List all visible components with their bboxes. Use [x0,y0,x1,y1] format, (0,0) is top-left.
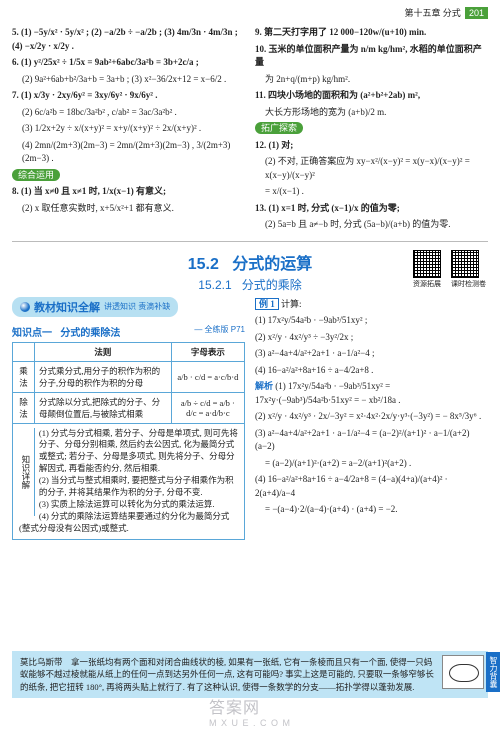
table-row: 乘法 分式乘分式,用分子的积作为积的分子,分母的积作为积的分母 a/b · c/… [13,361,245,392]
problem-12-3: = x/(x−1) . [265,185,488,199]
side-tab: 智力背囊 [486,652,500,692]
th-rule: 法则 [35,342,172,361]
problem-8-2: (2) x 取任意实数时, x+5/x²+1 都有意义. [22,202,245,216]
page-number: 201 [465,7,488,19]
example-prompt: 计算: [281,299,302,309]
qr-icon [451,250,479,278]
explain-3: (3) 实质上除法运算可以转化为分式的乘法运算. [19,499,238,511]
problem-13-2: (2) 5a=b 且 a≠−b 时, 分式 (5a−b)/(a+b) 的值为零. [265,218,488,232]
problem-7-1: 7. (1) x/3y · 2xy/6y² = 3xy/6y² · 9x/6y²… [12,89,245,103]
problem-6-1: 6. (1) y²/25x² ÷ 1/5x = 9ab²+6abc/3a²b =… [12,56,245,70]
th-letter: 字母表示 [171,342,244,361]
subsection-title: 分式的乘除 [242,278,302,292]
upper-solutions: 5. (1) −5y/x² · 5y/x² ; (2) −a/2b ÷ −a/2… [0,23,500,235]
problem-7-4: (4) 2mn/(2m+3)(2m−3) = 2mn/(2m+3)(2m−3) … [22,139,245,166]
explain-box: 知识详解 (1) 分式与分式相乘, 若分子、分母是单项式, 则可先将分子、分母分… [12,424,245,540]
ex-q4: (4) 16−a²/a²+8a+16 ÷ a−4/2a+8 . [255,364,488,378]
knowledge-point-1: 知识点一 分式的乘除法 — 全练版 P71 [12,324,245,339]
banner-text: 教材知识全解 [34,299,100,315]
lower-content: 教材知识全解 讲透知识 责滴补缺 知识点一 分式的乘除法 — 全练版 P71 法… [0,295,500,540]
explain-2: (2) 当分式与整式相乘时, 要把整式与分子相乘作为积的分子, 并将其结果作为积… [19,475,238,499]
problem-6-2: (2) 9a²+6ab+b²/3a+b = 3a+b ; (3) x²−36/2… [22,73,245,87]
kp-title: 分式的乘除法 [60,328,120,339]
ex-s4b: = −(a−4)·2/(a−4)·(a+4) · (a+4) = −2. [265,503,488,517]
ex-s3b: = (a−2)/(a+1)²·(a+2) = a−2/(a+1)²(a+2) . [265,457,488,471]
cell-div-label: 除法 [13,392,35,423]
ex-q2: (2) x²/y · 4x²/y³ ÷ −3y²/2x ; [255,331,488,345]
qr-resource[interactable]: 资源拓展 [413,250,441,289]
explain-label: 知识详解 [19,428,35,516]
topic-label: 分式 [443,8,461,18]
watermark-big: 答案网 [209,700,260,717]
ex-q1: (1) 17x²y/54a²b · −9ab³/51xy² ; [255,314,488,328]
page-header: 第十五章 分式 201 [0,0,500,23]
banner-dot-icon [20,302,30,312]
problem-12-1: 12. (1) 对; [255,139,488,153]
tuoguang-pill: 拓广探索 [255,122,303,134]
footer-trivia: 莫比乌斯带 拿一张纸均有两个面和对闭合曲线状的棱, 如果有一张纸, 它有一条棱而… [12,651,488,698]
rules-table: 法则 字母表示 乘法 分式乘分式,用分子的积作为积的分子,分母的积作为积的分母 … [12,342,245,424]
problem-7-2: (2) 6c/a²b = 18bc/3a²b² , c/ab² = 3ac/3a… [22,106,245,120]
explain-1: (1) 分式与分式相乘, 若分子、分母是单项式, 则可先将分子、分母分别相乘, … [19,428,238,476]
divider-line [12,241,488,242]
ex-s1: (1) 17x²y/54a²b · −9ab³/51xy² = 17x²y·(−… [255,381,400,405]
ex-s3: (3) a²−4a+4/a²+2a+1 · a−1/a²−4 = (a−2)²/… [255,427,488,454]
solution-label: 解析 [255,381,273,391]
knowledge-banner: 教材知识全解 讲透知识 责滴补缺 [12,297,178,317]
zonghe-pill: 综合运用 [12,169,60,181]
lower-left: 教材知识全解 讲透知识 责滴补缺 知识点一 分式的乘除法 — 全练版 P71 法… [12,295,245,540]
example-label: 例 1 [255,298,279,310]
qr-row: 资源拓展 课时检测卷 [413,250,486,289]
watermark: 答案网 M X U E . C O M [209,694,291,728]
footer-text: 莫比乌斯带 拿一张纸均有两个面和对闭合曲线状的棱, 如果有一张纸, 它有一条棱而… [20,657,434,692]
section-heading: 15.2 分式的运算 15.2.1 分式的乘除 资源拓展 课时检测卷 [0,250,500,293]
explain-4: (4) 分式的乘除法运算结果要通过约分化为最简分式(整式分母没有公因式)或整式. [19,511,238,535]
problem-12-2: (2) 不对, 正确答案应为 xy−x²/(x−y)² = x(y−x)/(x−… [265,155,488,182]
watermark-small: M X U E . C O M [209,718,291,728]
right-column: 9. 第二天打字用了 12 000−120w/(u+10) min. 10. 玉… [255,23,488,235]
qr-label-1: 资源拓展 [413,279,441,289]
cell-div-rule: 分式除以分式,把除式的分子、分母颠倒位置后,与被除式相乘 [35,392,172,423]
mobius-icon [442,655,484,689]
ex-s4: (4) 16−a²/a²+8a+16 ÷ a−4/2a+8 = (4−a)(4+… [255,473,488,500]
subsection-num: 15.2.1 [198,278,231,292]
problem-9: 9. 第二天打字用了 12 000−120w/(u+10) min. [255,26,488,40]
cell-mul-expr: a/b · c/d = a·c/b·d [171,361,244,392]
kp-pageref: — 全练版 P71 [194,324,245,335]
qr-icon [413,250,441,278]
problem-11: 11. 四块小场地的面积和为 (a²+b²+2ab) m², [255,89,488,103]
problem-10b: 为 2n+q/(m+p) kg/hm². [265,73,488,87]
banner-sub: 讲透知识 责滴补缺 [104,301,170,312]
table-row: 除法 分式除以分式,把除式的分子、分母颠倒位置后,与被除式相乘 a/b ÷ c/… [13,392,245,423]
problem-7-3: (3) 1/2x+2y ÷ x/(x+y)² = x+y/(x+y)² ÷ 2x… [22,122,245,136]
cell-div-expr: a/b ÷ c/d = a/b · d/c = a·d/b·c [171,392,244,423]
qr-label-2: 课时检测卷 [451,279,486,289]
section-title: 分式的运算 [232,256,312,273]
problem-5: 5. (1) −5y/x² · 5y/x² ; (2) −a/2b ÷ −a/2… [12,26,245,53]
qr-test[interactable]: 课时检测卷 [451,250,486,289]
kp-label: 知识点一 [12,328,52,339]
problem-13-1: 13. (1) x=1 时, 分式 (x−1)/x 的值为零; [255,202,488,216]
lower-right: 例 1 计算: (1) 17x²y/54a²b · −9ab³/51xy² ; … [255,295,488,540]
ex-q3: (3) a²−4a+4/a²+2a+1 · a−1/a²−4 ; [255,347,488,361]
problem-10: 10. 玉米的单位面积产量为 n/m kg/hm², 水稻的单位面积产量 [255,43,488,70]
problem-8-1: 8. (1) 当 x≠0 且 x≠1 时, 1/x(x−1) 有意义; [12,185,245,199]
problem-11b: 大长方形场地的宽为 (a+b)/2 m. [265,106,488,120]
section-num: 15.2 [188,256,219,273]
chapter-label: 第十五章 [404,8,440,18]
ex-s2: (2) x²/y · 4x²/y³ · 2x/−3y² = x²·4x²·2x/… [255,410,488,424]
cell-mul-rule: 分式乘分式,用分子的积作为积的分子,分母的积作为积的分母 [35,361,172,392]
cell-mul-label: 乘法 [13,361,35,392]
th-blank [13,342,35,361]
left-column: 5. (1) −5y/x² · 5y/x² ; (2) −a/2b ÷ −a/2… [12,23,245,235]
